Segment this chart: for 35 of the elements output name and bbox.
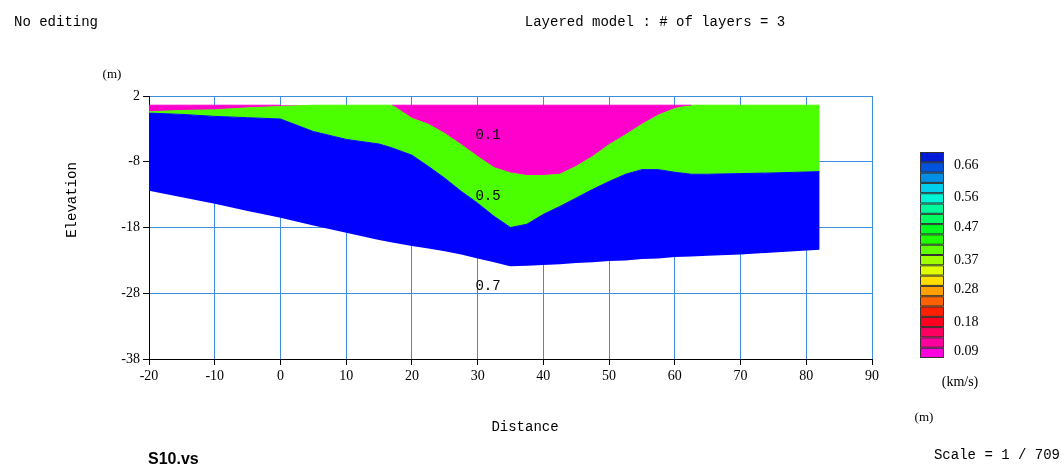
text: (m) <box>914 409 934 425</box>
x-tick-label: 50 <box>602 368 617 384</box>
color-bar-label: 0.37 <box>954 251 979 267</box>
color-bar-label: 0.09 <box>954 343 979 359</box>
y-tick-label: -18 <box>121 219 140 235</box>
x-tick-label: 30 <box>470 368 485 384</box>
color-bar-label: 0.66 <box>954 156 979 172</box>
text: Scale = 1 / 709 <box>933 446 1060 463</box>
x-axis-title: Distance <box>491 418 559 435</box>
y-tick-label: -28 <box>121 284 140 300</box>
color-bar-label: 0.28 <box>954 281 979 297</box>
color-bar-label: 0.56 <box>954 189 979 205</box>
chart-title: Layered model : # of layers = 3 <box>524 13 786 30</box>
y-tick-label: 2 <box>133 87 140 103</box>
y-axis-title: Elevation <box>63 162 80 238</box>
annotation: 0.5 <box>475 187 501 204</box>
color-bar-title: (km/s) <box>941 373 979 390</box>
x-tick-label: 70 <box>733 368 748 384</box>
text: S10.vs <box>148 450 199 468</box>
y-tick-label: -38 <box>121 350 140 366</box>
x-tick-label: 80 <box>799 368 814 384</box>
color-bar-label: 0.47 <box>954 218 979 234</box>
annotation: 0.1 <box>475 126 501 143</box>
color-bar-label: 0.18 <box>954 313 979 329</box>
x-tick-label: 20 <box>404 368 419 384</box>
x-tick-label: -20 <box>139 368 159 384</box>
x-tick-label: 60 <box>667 368 682 384</box>
x-tick-label: -10 <box>205 368 225 384</box>
x-tick-label: 90 <box>865 368 879 384</box>
x-tick-label: 10 <box>339 368 354 384</box>
text: (m) <box>102 66 122 82</box>
text: No editing <box>14 13 99 30</box>
x-tick-label: 40 <box>536 368 551 384</box>
x-tick-label: 0 <box>276 368 284 384</box>
y-tick-label: -8 <box>128 153 140 169</box>
